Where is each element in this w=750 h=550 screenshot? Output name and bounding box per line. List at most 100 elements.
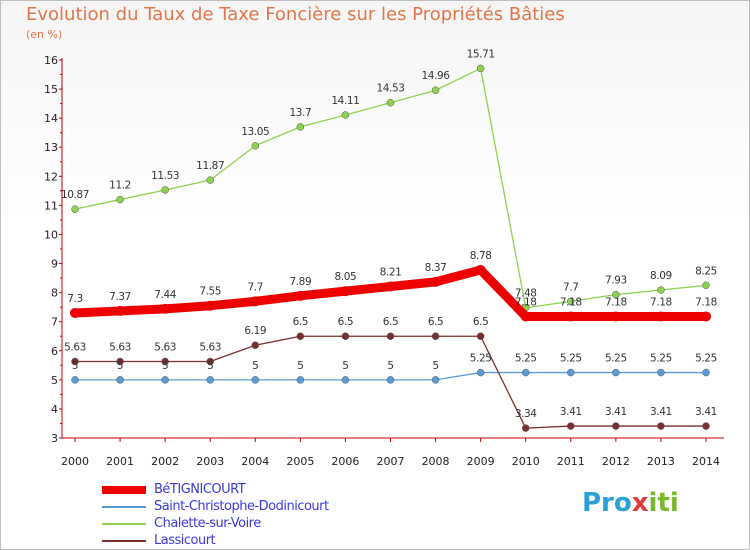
y-tick-label: 14 xyxy=(44,112,58,125)
data-point xyxy=(476,368,485,377)
data-label: 5.25 xyxy=(560,353,582,365)
data-label: 3.41 xyxy=(560,406,582,418)
data-point xyxy=(476,332,485,340)
data-point xyxy=(206,376,214,384)
data-point xyxy=(340,286,351,297)
data-point xyxy=(250,296,261,307)
data-label: 3.41 xyxy=(695,406,717,418)
data-label: 5 xyxy=(297,360,303,372)
data-label: 6.5 xyxy=(293,316,309,328)
x-tick-label: 2011 xyxy=(557,455,585,468)
data-label: 5 xyxy=(252,360,258,372)
data-point xyxy=(612,290,620,299)
data-label: 14.53 xyxy=(376,83,404,95)
data-point xyxy=(657,422,665,430)
data-label: 5 xyxy=(162,360,168,372)
data-label: 15.71 xyxy=(467,48,495,60)
data-label: 5 xyxy=(387,360,393,372)
data-point xyxy=(567,297,575,306)
data-point xyxy=(657,286,665,294)
data-point xyxy=(565,311,576,322)
data-label: 7.3 xyxy=(67,293,83,305)
data-point xyxy=(71,205,79,213)
y-tick-label: 3 xyxy=(51,432,58,445)
data-label: 3.41 xyxy=(605,406,627,418)
data-label: 7.18 xyxy=(605,296,627,308)
data-point xyxy=(251,341,260,349)
data-point xyxy=(341,376,350,384)
data-point xyxy=(115,305,126,316)
data-point xyxy=(520,311,531,322)
data-label: 5.63 xyxy=(199,342,221,354)
legend-label: Lassicourt xyxy=(154,533,216,548)
y-tick-label: 5 xyxy=(51,374,58,387)
data-point xyxy=(116,376,124,384)
legend-swatch xyxy=(102,523,146,525)
data-label: 5 xyxy=(117,360,123,372)
x-tick-label: 2009 xyxy=(467,455,495,468)
y-tick-label: 9 xyxy=(51,258,58,271)
data-point xyxy=(116,357,124,366)
x-tick-label: 2005 xyxy=(286,455,314,468)
data-label: 5 xyxy=(72,360,78,372)
legend-swatch xyxy=(102,506,146,508)
data-point xyxy=(386,332,395,340)
x-tick-label: 2000 xyxy=(61,455,89,468)
data-point xyxy=(296,376,305,384)
data-label: 6.19 xyxy=(244,325,266,337)
data-point xyxy=(205,300,216,311)
data-label: 5 xyxy=(207,360,213,372)
data-label: 6.5 xyxy=(338,316,354,328)
data-point xyxy=(657,368,665,377)
x-tick-label: 2006 xyxy=(331,455,359,468)
data-point xyxy=(116,195,124,204)
data-label: 8.78 xyxy=(470,250,492,262)
data-label: 7.93 xyxy=(605,275,627,287)
data-point xyxy=(431,376,440,384)
data-label: 5.25 xyxy=(695,353,717,365)
y-tick-label: 15 xyxy=(44,83,58,96)
data-label: 8.37 xyxy=(425,262,447,274)
data-label: 13.05 xyxy=(241,126,269,138)
data-label: 5.63 xyxy=(64,342,86,354)
data-point xyxy=(341,111,350,119)
data-point xyxy=(386,98,395,107)
y-tick-label: 7 xyxy=(51,316,58,329)
data-label: 7.7 xyxy=(248,281,264,293)
data-point xyxy=(206,176,214,184)
data-label: 11.2 xyxy=(109,180,131,192)
data-point xyxy=(567,422,575,430)
data-label: 7.37 xyxy=(109,291,131,303)
y-unit-label: (en %) xyxy=(26,28,63,41)
data-point xyxy=(476,64,485,73)
data-point xyxy=(612,368,620,377)
data-point xyxy=(431,332,440,340)
x-tick-label: 2010 xyxy=(512,455,540,468)
y-tick-label: 4 xyxy=(51,403,58,416)
data-label: 8.21 xyxy=(380,267,402,279)
data-label: 11.87 xyxy=(196,160,224,172)
data-point xyxy=(521,424,530,432)
data-label: 5.25 xyxy=(605,353,627,365)
data-point xyxy=(296,332,305,340)
data-point xyxy=(702,422,710,430)
data-point xyxy=(612,422,620,430)
legend-label: BéTIGNICOURT xyxy=(154,482,246,497)
x-tick-label: 2008 xyxy=(422,455,450,468)
data-label: 3.34 xyxy=(515,408,537,420)
data-point xyxy=(431,86,440,94)
data-label: 7.48 xyxy=(515,288,537,300)
data-label: 5.25 xyxy=(470,353,492,365)
data-label: 11.53 xyxy=(151,170,179,182)
data-label: 7.18 xyxy=(695,296,717,308)
legend-label: Chalette-sur-Voire xyxy=(154,516,261,531)
y-tick-label: 6 xyxy=(51,345,58,358)
data-label: 7.89 xyxy=(289,276,311,288)
y-tick-label: 16 xyxy=(44,54,58,67)
data-point xyxy=(161,376,169,384)
data-label: 8.05 xyxy=(335,271,357,283)
data-label: 7.18 xyxy=(515,296,537,308)
legend-swatch xyxy=(102,540,146,542)
